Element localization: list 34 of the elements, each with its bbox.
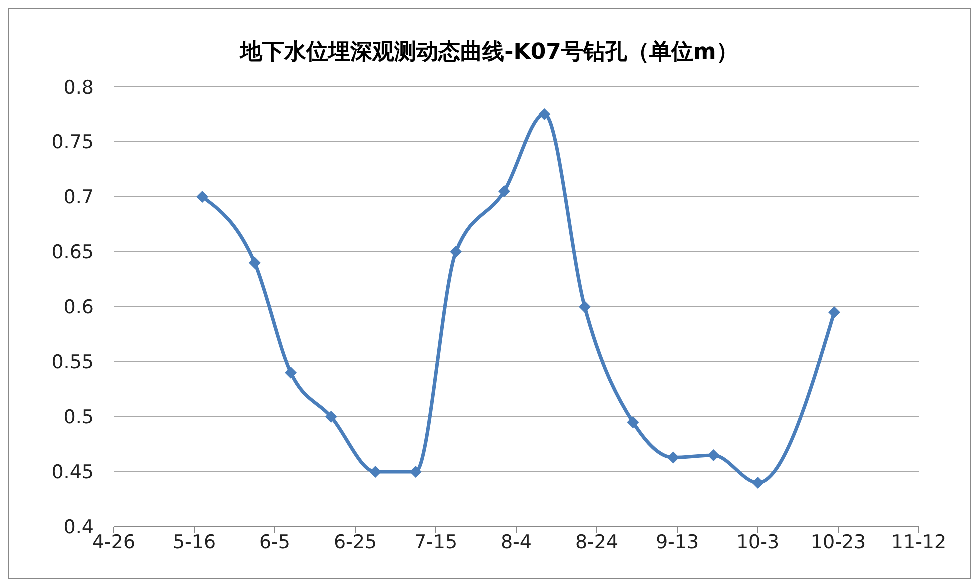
y-tick-label: 0.55 [52,352,94,374]
point [450,246,462,258]
chart-title: 地下水位埋深观测动态曲线-K07号钻孔（单位m） [238,39,740,67]
y-tick-label: 0.6 [64,296,94,319]
y-tick-label: 0.4 [64,516,94,539]
x-tick-label: 4-26 [92,531,136,554]
x-tick-label: 9-13 [656,531,700,554]
x-tick-label: 7-15 [414,531,458,554]
point [752,477,764,489]
point [667,452,680,464]
y-tick-label: 0.65 [52,242,94,264]
y-tick-label: 0.5 [64,406,94,429]
point [828,306,840,318]
point [325,411,338,423]
x-tick-label: 10-3 [736,531,780,554]
y-tick-label: 0.7 [64,186,94,209]
x-tick-label: 6-25 [334,531,378,554]
y-tick-label: 0.75 [52,132,94,154]
y-tick-label: 0.45 [52,462,94,484]
x-tick-label: 8-4 [500,531,532,554]
y-tick-label: 0.8 [64,76,94,99]
x-tick-label: 11-12 [891,531,947,554]
point [498,186,510,198]
x-tick-label: 8-24 [575,531,619,554]
x-tick-label: 10-23 [810,531,866,554]
x-tick-label: 6-5 [259,531,291,554]
point [578,301,591,313]
point [708,450,720,462]
point [538,108,551,120]
point [196,191,209,203]
x-tick-label: 5-16 [172,531,216,554]
point [285,367,298,379]
point [627,416,640,428]
point [248,257,261,269]
